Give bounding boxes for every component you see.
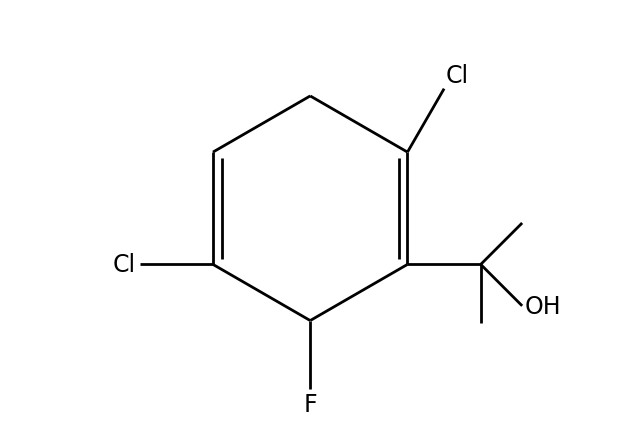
Text: Cl: Cl [446,63,469,87]
Text: Cl: Cl [112,253,136,277]
Text: OH: OH [525,294,562,318]
Text: F: F [304,392,317,416]
